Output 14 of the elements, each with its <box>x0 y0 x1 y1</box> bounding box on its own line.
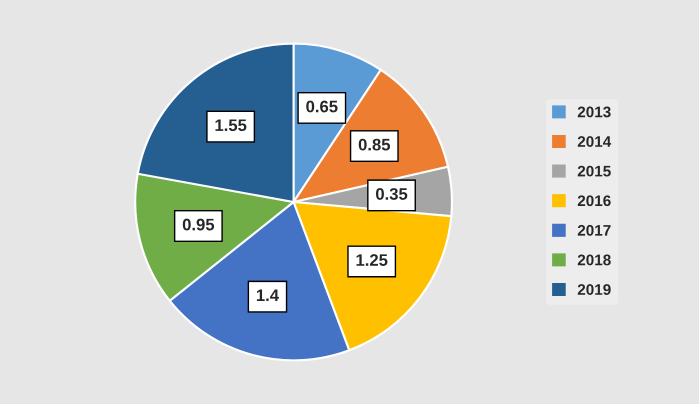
legend-label: 2014 <box>578 136 612 147</box>
data-label: 1.25 <box>356 254 388 266</box>
legend-label: 2019 <box>578 284 611 295</box>
data-label: 0.65 <box>306 100 338 112</box>
data-label: 1.4 <box>256 289 279 301</box>
legend-label: 2018 <box>578 254 611 266</box>
data-label: 0.85 <box>358 138 390 151</box>
data-label: 1.55 <box>215 119 246 132</box>
data-label: 0.35 <box>376 188 408 200</box>
legend-label: 2015 <box>578 166 611 177</box>
legend-label: 2013 <box>578 106 611 118</box>
data-label: 0.95 <box>182 218 214 230</box>
legend-label: 2016 <box>578 195 611 206</box>
legend-label: 2017 <box>578 224 611 236</box>
